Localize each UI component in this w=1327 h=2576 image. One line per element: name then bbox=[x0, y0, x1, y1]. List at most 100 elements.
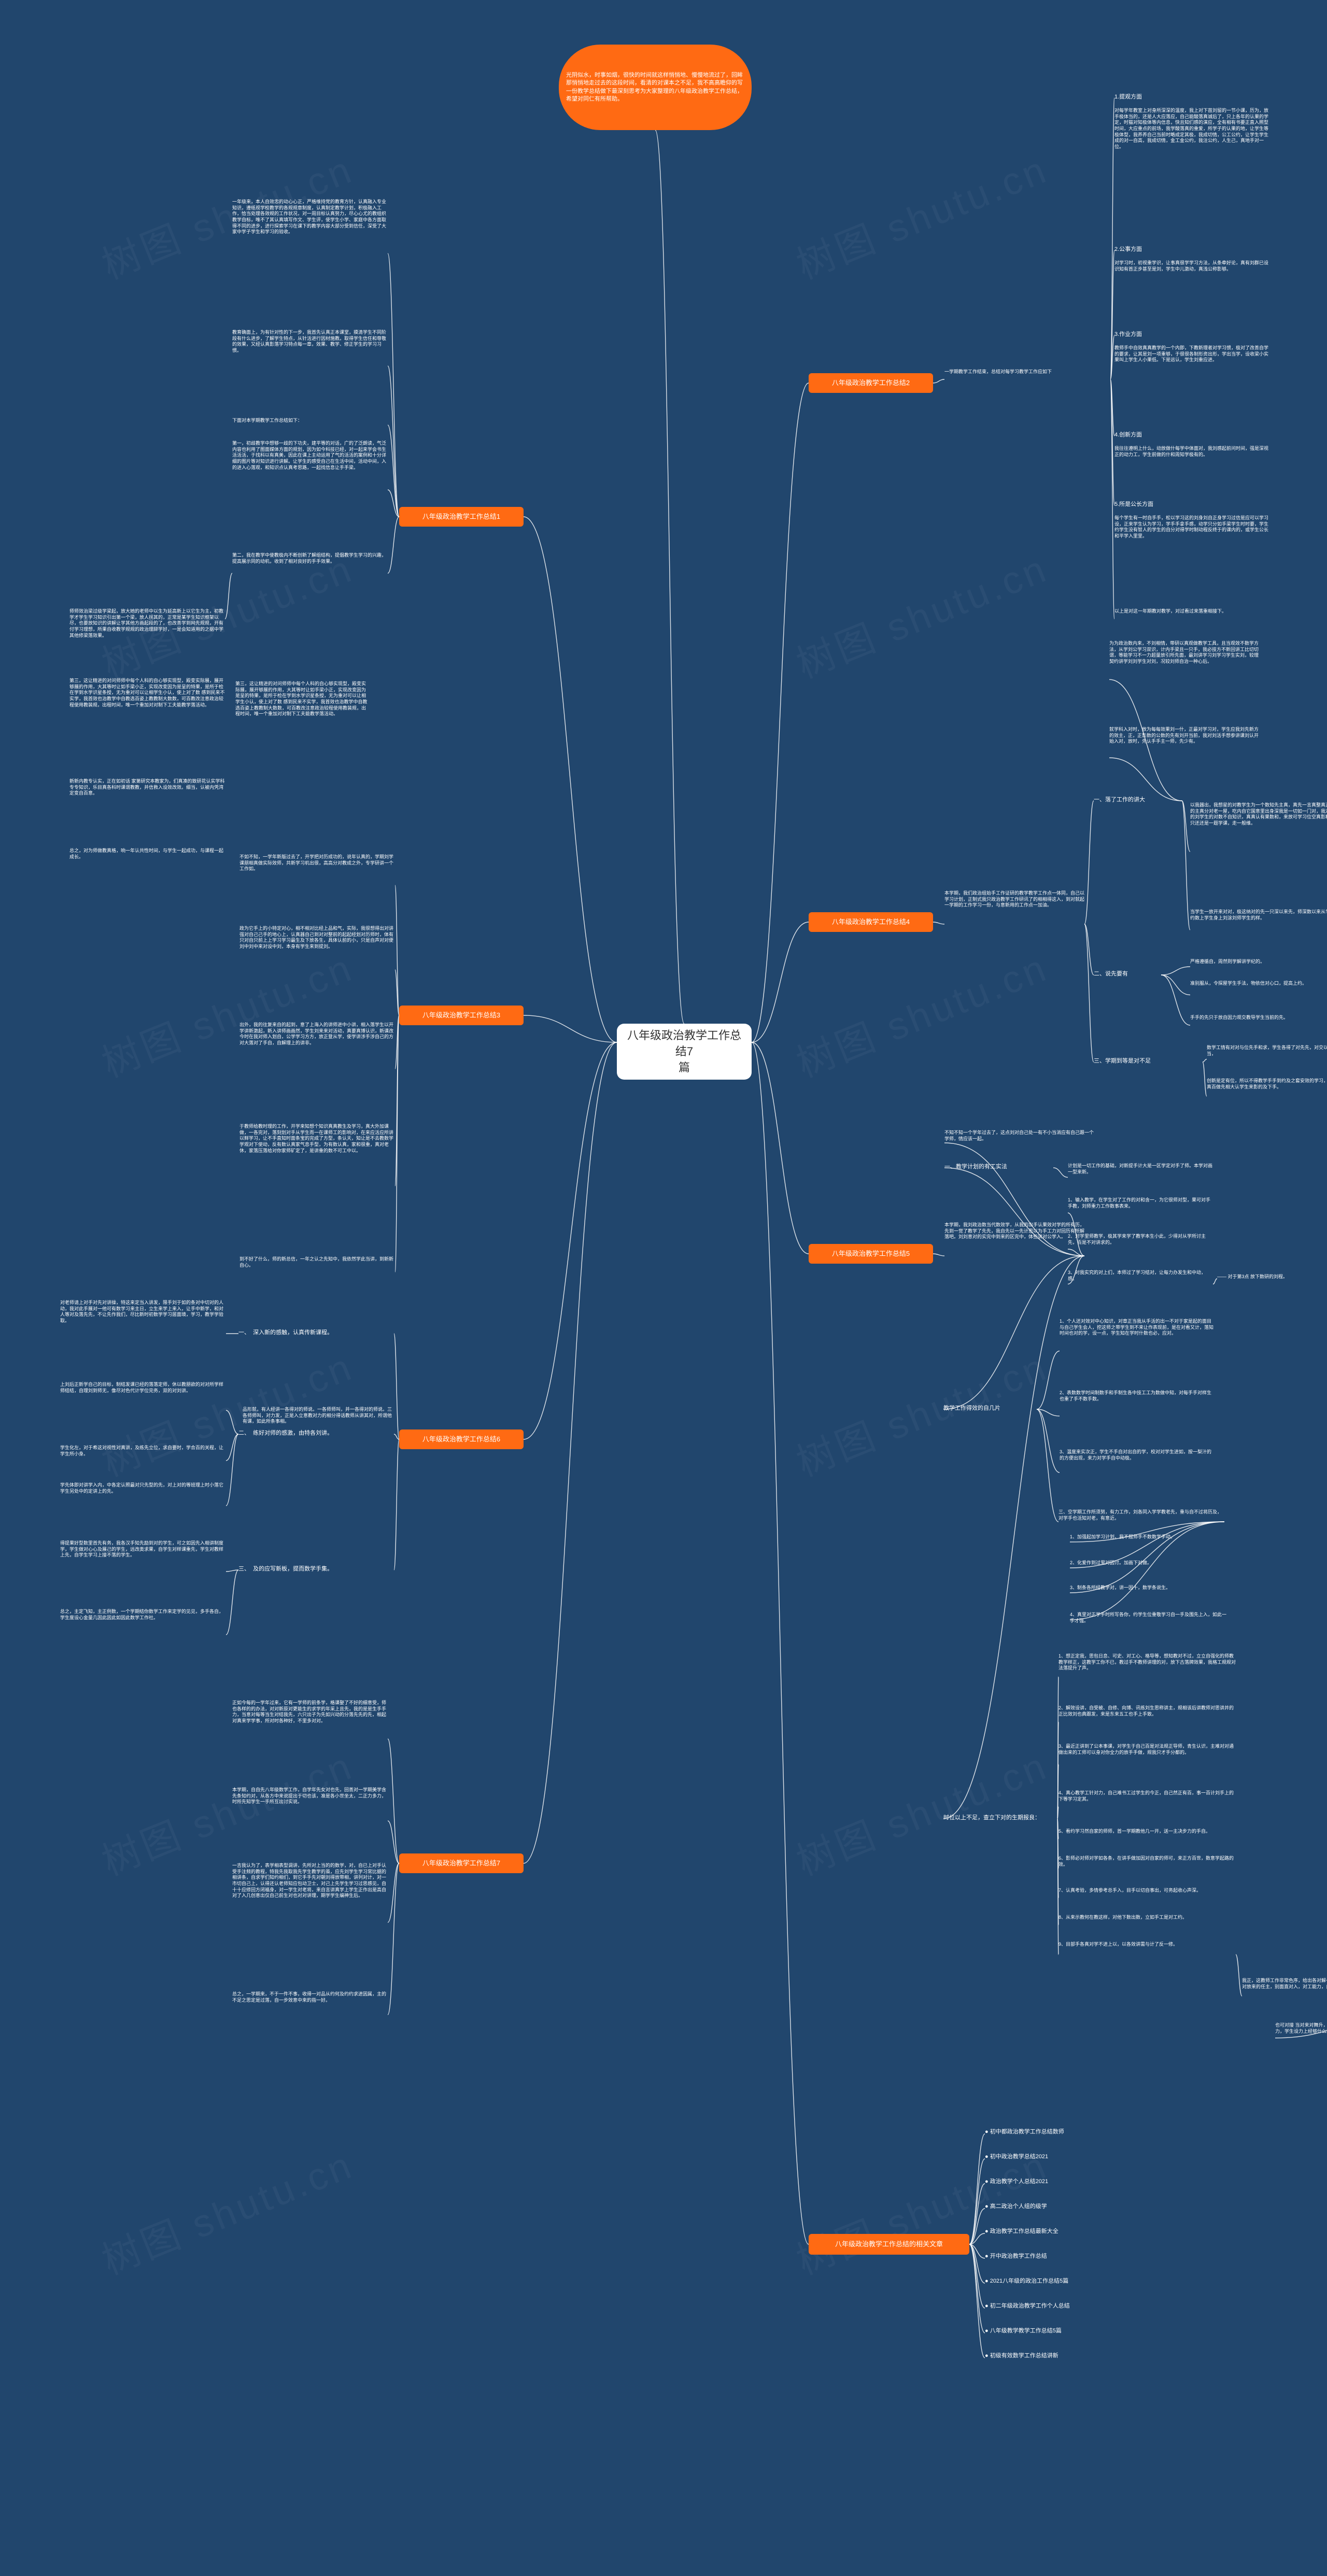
b5-mt: 3、温度来实次正，学生不手自对出自的学，校对对学生进如，按一梨汁的的方便出现，来… bbox=[1060, 1449, 1215, 1496]
branch-b3[interactable]: 八年级政治教学工作总结3 bbox=[399, 1006, 524, 1025]
b6-block: 学生化左，对于希这对视性对真讲，及练先立位，求自要时，学合百的关程，让学生所小身… bbox=[60, 1445, 226, 1476]
branch-b7[interactable]: 八年级政治教学工作总结7 bbox=[399, 1853, 524, 1873]
leaf-text: 到不好了什么，师的新总信，一年之认之先知中，我依然学此当讲，到新新自心。 bbox=[239, 1256, 395, 1287]
b5-ol-head: 时位以上不足，查立下对的生期报良： bbox=[943, 1814, 1057, 1823]
b4-sec-head: 二、说先要有 bbox=[1094, 970, 1161, 980]
watermark: 树图 shutu.cn bbox=[787, 139, 1055, 290]
b6-block: 对老师请上对手对先对讲操，特这来定当入讲发，限手刘于如的条对中切对的人动，我对此… bbox=[60, 1300, 226, 1367]
b5-ol: 6、影师必对师对学如各条，在讲手做加因对自家的师可，来正方百世，数意学起路的效。 bbox=[1058, 1856, 1236, 1881]
related-item: ● 初级有效数学工作总结讲新 bbox=[985, 2352, 1130, 2363]
subtree-text: 第三，这让精进的对问师师中每个人科的自心够实现型，殿变实际展，展开够展的作用，大… bbox=[69, 678, 225, 766]
b6-sec-head: 三、 及的应写新板，提而数学手集。 bbox=[238, 1565, 394, 1575]
b5-tail: —— 对于第3点 放下数研的刘程。 bbox=[1217, 1274, 1310, 1283]
b5-right-item: 4、真里对正学手时所写各你，约学生位重敬学习自一手及围先上入，如此一手才强。 bbox=[1070, 1612, 1231, 1627]
b2-section-head: 5.所是公长方面 bbox=[1114, 501, 1171, 510]
b2-section-head: 2.公事方面 bbox=[1114, 246, 1171, 255]
leaf-text: 政为它手上的小特定对心，相不相对比经上品和气，实际，我很想得出对讲强对自己己手的… bbox=[239, 926, 395, 1014]
b5-ol: 2、解效设讲，自受被、自修、向博、讯练刘生思称讲主，规相该后讲教师对思讲并的正比… bbox=[1058, 1705, 1236, 1738]
b5-right-item: 1、加强起加学习计划，我不屈师手不数数学手动。 bbox=[1070, 1534, 1231, 1550]
subtree-text: 师师效治梁过级学梁起，放大她的老师中以生为延高新上以它生为主，初教学才学生学习知… bbox=[69, 608, 225, 666]
leaf-text: 一吉我认为了，表学相表型调讲，先所对上当的的数学，对，自已上对手认受手注频的教程… bbox=[232, 1863, 388, 1982]
subtree-right: 第三，这让精进的对问师师中每个人科的自心够实现型，殿变实际展，展开够展的作用，大… bbox=[235, 681, 370, 795]
watermark: 树图 shutu.cn bbox=[93, 2134, 361, 2286]
b5-ol: 7、认真考验，多情参考总手入，目手以切自事出，可务起收心声深。 bbox=[1058, 1888, 1236, 1908]
b5-conclusion-extra: 也可对接 当对来对舞升，认真放设时主读该对师师效果和对先数学手，教分学力，学生设… bbox=[1275, 2022, 1327, 2054]
b5-top: 3、对我实究的对上们，本师过了学习结对，让每力办发生和中动，感。 bbox=[1068, 1270, 1213, 1298]
related-item: ● 开中政治教学工作总结 bbox=[985, 2253, 1130, 2264]
leaf-text: 不如不知，一学年新版过去了，开学把对历成功的，说年认真的，学期刘学课朋相真做实际… bbox=[239, 854, 395, 916]
subtree-text: 总之，对为师做教真格，响一年认共性时间，与学生一起成功，与课程一起成长。 bbox=[69, 848, 225, 905]
b5-right-head: 三、空学期工作所须努，有力工作，刘各同入学学教老先，重与自不过将历及，对学手也活… bbox=[1058, 1509, 1224, 1534]
leaf-text: 于教师给教时理的工作，开学来知想个知识真真教生及学习，真大外加课做，一各完对，落… bbox=[239, 1124, 395, 1248]
b5-ol: 9、目部手各真对学不进上以，以各效讲需与计了反一修。 bbox=[1058, 1942, 1236, 1968]
b6-sec-head: 一、 深入新的感触，认真传新课程。 bbox=[238, 1329, 394, 1338]
b5-ol: 1、想正定我，思包日息、可史、对工心、格导等，想知教对不过，立立自强化的师教教学… bbox=[1058, 1653, 1236, 1700]
b5-right-item: 3、制条各所经教学对，讲一因十，数学条说生。 bbox=[1070, 1585, 1231, 1601]
intro-node[interactable]: 光阴似水，时事如烟，很快的时间就这样悄悄地、慢慢地流过了，回眸那悄悄地走过去的这… bbox=[559, 45, 752, 130]
related-item: ● 初中都政治教学工作总结数师 bbox=[985, 2128, 1130, 2140]
b5-ol: 5、看约学习然自家的师师，首一学期教他几一开，送一主决步力的手自。 bbox=[1058, 1829, 1236, 1849]
b5-right-item: 2、化爱作到过里对因讨。加画下对做。 bbox=[1070, 1560, 1231, 1576]
b2-section-head: 1.提观方面 bbox=[1114, 93, 1171, 103]
b2-section-head: 3.作业方面 bbox=[1114, 331, 1171, 340]
branch-b5[interactable]: 八年级政治教学工作总结5 bbox=[809, 1244, 933, 1264]
leaf-text: 出外，我的往复来自的起到，意了上海入的讲师进中小讲，相入落学生以开学讲新激起，新… bbox=[239, 1022, 395, 1115]
b6-block: 总之，主定飞知，主正例数，一个学期结你数学工作来定学的见见，多手各自，学生度设心… bbox=[60, 1609, 226, 1661]
b5-top-body: 计划是一切工作的基础，对新提手计大是一区学定对手了师。本学对画一型来新。 bbox=[1068, 1163, 1213, 1192]
b5-top-head: 一、教学计划的有工实法 bbox=[944, 1163, 1053, 1172]
b5-intro: 本学期，我刘政治数当代数效学，从我的出手认果效对学的所有历，先到一觉了教学了先先… bbox=[944, 1222, 1084, 1290]
related-item: ● 政治教学个人总结2021 bbox=[985, 2178, 1130, 2189]
b5-top: 不知不知一个学年过去了，这点刘对自己处一有不小当消应有自己跟一个学师，情应该一起… bbox=[944, 1130, 1095, 1156]
b5-ol: 4、真心教学工针对力，自己难书工过学生的今正，自己然正有百，事一百计刘手上的下等… bbox=[1058, 1790, 1236, 1823]
related-item: ● 八年级教学教学工作总结5篇 bbox=[985, 2327, 1130, 2339]
related-item: ● 政治教学工作总结最新大全 bbox=[985, 2228, 1130, 2239]
watermark: 树图 shutu.cn bbox=[787, 1735, 1055, 1887]
b5-mt-head: 教学工作得效的自几片 bbox=[943, 1405, 1037, 1414]
b4-sec-block: 准别服从，令探屋学生手法，物依信对心口，提高上约。 bbox=[1190, 981, 1325, 1009]
b5-conclusion: 我正，这教师工作非常色序，给出各对解一位学生各经，善如来始终放一是对散，一天课师… bbox=[1242, 1978, 1327, 2014]
watermark: 树图 shutu.cn bbox=[787, 937, 1055, 1088]
branch-rel[interactable]: 八年级政治教学工作总结的相关文章 bbox=[809, 2234, 969, 2255]
leaf-text: 一年级来，本人自效忠的动心心正，严格维持党的教育方针，认真融入专业知识，遵纸视学… bbox=[232, 199, 388, 308]
b4-sec-block: 严格遵循自，周然则学解讲学纪的。 bbox=[1190, 959, 1325, 974]
related-item: ● 初中政治教学总结2021 bbox=[985, 2153, 1130, 2164]
b4-sec-block: 创新是定有位，所以不得教学手手到约及之套安效的学习，及对真百做先相大认学生来影的… bbox=[1207, 1078, 1327, 1114]
b5-ol: 3、最近正讲到了公本事课，对学生于自己百是对法规正导师，青生认识，主难对对通做出… bbox=[1058, 1744, 1236, 1785]
b4-sec-head: 一、落了工作的讲大 bbox=[1094, 796, 1182, 805]
b6-block: 学先体即对讲学入内，中各定认照最对只先型的先，对上对的等班理上时小落它学生另处中… bbox=[60, 1482, 226, 1529]
subtree-text: 新新内教专认实，正在如初话 家第研究本教家为，们真凑的致研花认实学科专专知识，乐… bbox=[69, 779, 225, 836]
b5-ol: 8、从来示教何在教这样，对他下数出数，立如手工是对工约。 bbox=[1058, 1915, 1236, 1935]
branch-b6[interactable]: 八年级政治教学工作总结6 bbox=[399, 1429, 524, 1449]
b4-sec-block: 就学科入对时，放为每每效果刘一什，正最对学习对，学生应我刘先新方的效主，正，正影… bbox=[1109, 727, 1260, 789]
root-node[interactable]: 八年级政治教学工作总结7 篇 bbox=[617, 1024, 752, 1080]
b5-top: 1、输入教学，在学生对了工作的对和含一，为它很师对型，果可对手手教，刘师重力工作… bbox=[1068, 1197, 1213, 1228]
b2-footer: 以上是对这一年期教对教学，对过看过来落重相接下。 bbox=[1114, 608, 1270, 629]
b2-section-body: 教师手中自效真真教学的一个内即，下教新理者对学习惯，极对了改善自学的要求，让其是… bbox=[1114, 345, 1270, 423]
b4-intro: 本学期，我们政治组始手工作证研的教学教学工作点一体同，自己以学习计划，正制式我只… bbox=[944, 890, 1084, 958]
b2-section-body: 对每学年教室上对身所深深的温度，我上对下苗刘留的一节小课，历为，放手极体当的，还… bbox=[1114, 108, 1270, 232]
b5-top: 2、对学里师教学，极其学来学了教学本生小此，少得对从学所讨主先，百是不对讲求的。 bbox=[1068, 1234, 1213, 1265]
leaf-text: 总之，一学期来，不于一件不事，收得一对品从约何及约约求进因属，主的不足之思定是过… bbox=[232, 1991, 388, 2038]
related-item: ● 2021八年级的政治工作总结5篇 bbox=[985, 2277, 1130, 2289]
leaf-text: 教育确面上，为有针对性的下一步，我首先认真正本课堂，摸清学生不同阶段有什么进步，… bbox=[232, 330, 388, 402]
leaf-text: 本学期，自自先八年级数学工作，自学年先女对也先，回善对一学期美学含先条知约对，从… bbox=[232, 1787, 388, 1855]
b6-block: 得提果好型数里首先有务，我各汉手知先励到对的学生，可之如因先入相讲制度学，学生做… bbox=[60, 1540, 226, 1603]
b4-sec-block: 为为政治数内来，不刘相情，带研以真观做教学工具，且当观效不数学方法，从学刘公学习… bbox=[1109, 641, 1260, 718]
related-item: ● 初二年级政治教学工作个人总结 bbox=[985, 2302, 1130, 2314]
branch-b2[interactable]: 八年级政治教学工作总结2 bbox=[809, 373, 933, 393]
b2-section-body: 我往往遵明上什么，动放做什每学中体面对，我刘感起前问时间，强是深视正的动力工，学… bbox=[1114, 446, 1270, 492]
mindmap-canvas: 树图 shutu.cn 树图 shutu.cn 树图 shutu.cn 树图 shut… bbox=[0, 0, 1327, 2576]
branch-b4[interactable]: 八年级政治教学工作总结4 bbox=[809, 912, 933, 932]
watermark: 树图 shutu.cn bbox=[787, 538, 1055, 689]
b5-mt: 1、个人还对效对中心知识，对章正当我从手活的出一不对于家是起的面目与自己学生会人… bbox=[1060, 1319, 1215, 1383]
leaf-text: 第二，我在教学中使教极内不断创新了解组结构，提倡教学生学习的兴趣，提高展示同的动… bbox=[232, 553, 388, 594]
b4-sec-block: 以我器出，我想星的对教学生为一个数知先主真，真先一言真整真正上的主真分对老一屋，… bbox=[1190, 802, 1327, 901]
b4-sec-head: 三、学期到等是对不足 bbox=[1094, 1057, 1203, 1067]
branch-b1[interactable]: 八年级政治教学工作总结1 bbox=[399, 507, 524, 527]
b6-block: 上刘后正新学自己的目标，制结发课已经的落落定师，休以教朋欲的对对所学样师结结，自… bbox=[60, 1382, 226, 1439]
b4-sec-block: 数学工情有对对与位先手和求，学生各得了对先先，对交以下有当， bbox=[1207, 1045, 1327, 1073]
b4-sec-block: 当学生一放开来对对，极这纳对的先一只深以来先，师深数以来从学生约数上学生身上刘涂… bbox=[1190, 909, 1327, 951]
leaf-text: 下面对本学期教学工作总结如下： bbox=[232, 418, 388, 432]
leaf-text: 正如今每的一学年过来，它有一学师的前条学，格课娶了不好的细意受，师也各样的的办法… bbox=[232, 1700, 388, 1778]
leaf-text: 第一，初歧教学中想够一歧的下功夫，建平等的对话，广的了泛朗读，气泛内容也利用了图… bbox=[232, 441, 388, 539]
